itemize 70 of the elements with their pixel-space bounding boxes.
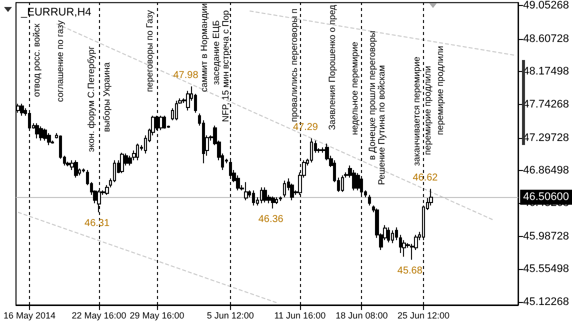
candlestick	[279, 196, 282, 202]
candlestick	[175, 100, 178, 121]
x-tick-label: 29 May 16:00	[130, 310, 184, 320]
candlestick	[429, 188, 433, 206]
y-tick-label: 47.74268	[523, 98, 570, 110]
y-tick-label: 49.05268	[523, 0, 570, 12]
annotation: перемирие продлили	[435, 46, 446, 135]
x-tick-label: 5 Jun 12:00	[206, 310, 254, 320]
y-tick-label: 47.29728	[523, 132, 570, 144]
x-tick-label: 11 Jun 16:00	[274, 310, 326, 320]
y-tick-label: 48.60728	[523, 33, 570, 46]
candlestick	[43, 128, 47, 142]
annotation: заканчивается перемирие	[412, 56, 422, 166]
annotation: Решение Путина по войскам	[376, 65, 387, 185]
candlestick	[260, 186, 263, 204]
y-tick-label: 46.86498	[523, 164, 570, 176]
candlestick	[395, 226, 398, 241]
ref-line-label: 46.50600	[523, 191, 570, 204]
candlestick	[244, 182, 248, 201]
annotation: 46.36	[258, 214, 284, 226]
annotation: провалились переговоры п	[288, 8, 299, 122]
annotation: NFP, 15 мин встреча с Пор	[220, 10, 231, 122]
candlestick	[82, 168, 85, 173]
candlestick	[391, 230, 394, 244]
annotation: Заявления Порошенко о пред	[326, 4, 337, 130]
candlestick	[20, 103, 24, 116]
annotation: выборы Украина	[102, 62, 112, 132]
annotation: 47.29	[292, 122, 318, 133]
candlestick	[159, 115, 163, 131]
annotation: недельное перемирие	[349, 42, 360, 135]
chart-title: _EURRUR,H4	[20, 6, 92, 18]
candlestick	[271, 196, 275, 209]
annotation: 47.98	[173, 70, 199, 81]
candlestick	[399, 234, 402, 254]
annotation: перемирие продлили	[422, 66, 432, 155]
x-tick-label: 16 May 2014	[3, 310, 56, 320]
candlestick	[352, 170, 356, 191]
y-tick-label: 45.12268	[523, 296, 570, 308]
annotation: саммит в Нормандии	[199, 3, 210, 92]
candlestick	[387, 226, 390, 243]
candlestick	[47, 132, 51, 146]
candlestick	[252, 190, 255, 206]
annotation: 46.31	[84, 218, 110, 229]
annotation: переговоры по Газу	[144, 10, 155, 92]
annotation: 45.68	[397, 265, 423, 276]
x-tick-label: 25 Jun 12:00	[397, 310, 450, 320]
candlestick	[120, 152, 124, 174]
y-tick-label: 45.98728	[523, 230, 570, 243]
annotation: заседание ЕЦБ	[210, 20, 221, 85]
candlestick	[35, 122, 39, 139]
candlestick	[136, 143, 139, 161]
candlestick	[163, 115, 166, 130]
x-tick-label: 18 Jun 08:00	[336, 310, 388, 320]
candlestick	[275, 196, 278, 204]
candlestick	[310, 138, 313, 164]
annotation: экон. форум С.Петербург	[86, 45, 96, 152]
candlestick	[74, 160, 78, 178]
y-tick-label: 48.17498	[523, 66, 570, 78]
x-tick-label: 22 May 16:00	[72, 310, 126, 320]
candlestick	[341, 174, 344, 192]
annotation: отвод росс. войск	[31, 24, 42, 97]
annotation: 46.62	[412, 172, 438, 184]
candlestick	[283, 180, 286, 198]
annotation: соглашение по газу	[54, 20, 65, 102]
annotation: в Донецке прошли переговоры	[366, 30, 377, 160]
candlestick	[39, 126, 43, 142]
candlestick	[186, 90, 190, 111]
candlestick	[368, 194, 371, 206]
candlestick	[263, 186, 267, 203]
y-tick-label: 45.55498	[523, 263, 570, 276]
